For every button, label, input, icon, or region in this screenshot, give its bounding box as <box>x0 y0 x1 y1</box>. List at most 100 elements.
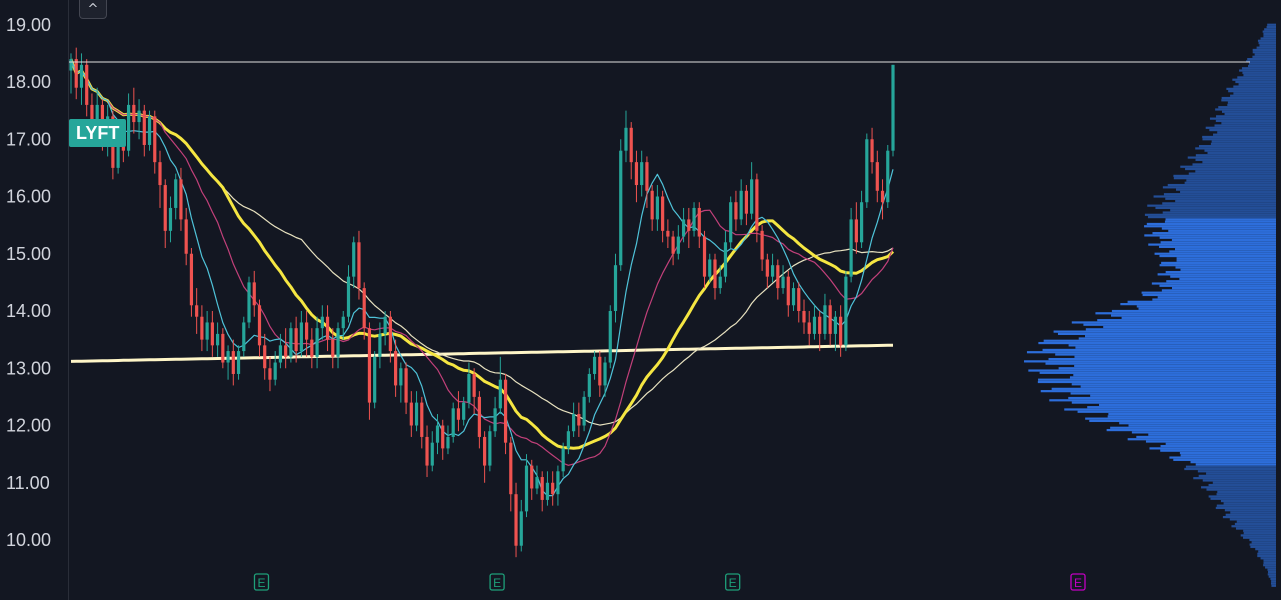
candle[interactable] <box>174 173 178 220</box>
candle[interactable] <box>514 482 518 558</box>
candle[interactable] <box>268 356 272 392</box>
earnings-marker[interactable]: E <box>489 573 505 591</box>
candle[interactable] <box>786 270 790 317</box>
candle[interactable] <box>608 305 612 369</box>
candle[interactable] <box>729 196 733 249</box>
candle[interactable] <box>215 322 220 357</box>
candle[interactable] <box>263 333 267 380</box>
candle[interactable] <box>352 236 356 289</box>
candle[interactable] <box>708 253 712 283</box>
candle[interactable] <box>305 311 309 357</box>
candle[interactable] <box>713 253 717 300</box>
candle[interactable] <box>446 425 450 455</box>
candle[interactable] <box>666 219 670 249</box>
candle[interactable] <box>582 391 586 432</box>
candle[interactable] <box>676 225 680 260</box>
candle[interactable] <box>697 202 701 249</box>
candle[interactable] <box>273 351 277 386</box>
candle[interactable] <box>681 207 686 243</box>
candle[interactable] <box>373 351 377 409</box>
candle[interactable] <box>315 316 319 369</box>
candle[interactable] <box>294 316 298 363</box>
candle[interactable] <box>854 202 858 254</box>
candle[interactable] <box>168 196 173 243</box>
candle[interactable] <box>859 190 864 249</box>
candle[interactable] <box>540 471 544 512</box>
candle[interactable] <box>158 150 162 208</box>
candle[interactable] <box>598 351 602 397</box>
candle[interactable] <box>231 339 235 386</box>
candle[interactable] <box>849 207 853 283</box>
candle[interactable] <box>603 356 607 397</box>
candle[interactable] <box>655 185 659 231</box>
candle[interactable] <box>776 259 780 300</box>
candle[interactable] <box>472 368 476 415</box>
candle[interactable] <box>870 127 874 174</box>
candle[interactable] <box>687 207 691 249</box>
candle[interactable] <box>734 190 738 231</box>
candle[interactable] <box>556 465 560 506</box>
candle[interactable] <box>462 396 466 426</box>
candle[interactable] <box>388 311 392 363</box>
candle[interactable] <box>137 99 141 140</box>
candle[interactable] <box>572 402 576 437</box>
candle[interactable] <box>435 414 440 455</box>
candle[interactable] <box>441 419 445 460</box>
candle[interactable] <box>483 431 487 483</box>
candle[interactable] <box>74 47 78 100</box>
candle[interactable] <box>577 402 581 437</box>
candle[interactable] <box>498 356 502 415</box>
candle[interactable] <box>299 311 303 357</box>
candle[interactable] <box>818 311 822 352</box>
candle[interactable] <box>430 431 434 472</box>
earnings-marker[interactable]: E <box>725 573 741 591</box>
candle[interactable] <box>451 402 455 443</box>
candle[interactable] <box>650 185 654 231</box>
candle[interactable] <box>378 322 382 369</box>
collapse-toolbar-button[interactable]: ^ <box>79 0 107 19</box>
candle[interactable] <box>205 311 209 352</box>
candle[interactable] <box>242 316 246 357</box>
candle[interactable] <box>844 270 848 352</box>
candle[interactable] <box>394 339 398 397</box>
candle[interactable] <box>640 150 644 197</box>
candle[interactable] <box>200 305 204 352</box>
candle[interactable] <box>367 322 372 420</box>
candle[interactable] <box>770 253 775 283</box>
candle[interactable] <box>807 311 811 346</box>
earnings-marker[interactable]: E <box>1070 573 1086 591</box>
candle[interactable] <box>592 351 597 380</box>
candle[interactable] <box>645 156 649 208</box>
candle[interactable] <box>477 391 481 449</box>
candle[interactable] <box>195 288 199 334</box>
candle[interactable] <box>85 59 89 117</box>
candle[interactable] <box>535 465 539 495</box>
candle[interactable] <box>189 248 194 317</box>
candle[interactable] <box>692 202 696 237</box>
candle[interactable] <box>456 391 461 432</box>
candle[interactable] <box>425 425 429 478</box>
candle[interactable] <box>420 396 424 449</box>
candle[interactable] <box>284 328 288 369</box>
candle[interactable] <box>409 391 413 437</box>
candle[interactable] <box>828 299 832 346</box>
earnings-marker[interactable]: E <box>253 573 270 591</box>
symbol-label[interactable]: LYFT <box>69 119 127 147</box>
candle[interactable] <box>414 391 419 432</box>
candle[interactable] <box>524 454 529 518</box>
candle[interactable] <box>236 345 241 380</box>
candle[interactable] <box>619 139 623 271</box>
candle[interactable] <box>493 396 497 437</box>
candle[interactable] <box>624 110 628 163</box>
candle[interactable] <box>147 110 152 151</box>
candle[interactable] <box>781 265 785 294</box>
candle[interactable] <box>247 276 251 329</box>
candle[interactable] <box>755 173 759 243</box>
candle[interactable] <box>341 311 345 340</box>
candle[interactable] <box>142 104 146 157</box>
candle[interactable] <box>257 299 262 357</box>
candle[interactable] <box>221 328 225 369</box>
candle[interactable] <box>346 265 351 323</box>
candle[interactable] <box>530 459 534 500</box>
